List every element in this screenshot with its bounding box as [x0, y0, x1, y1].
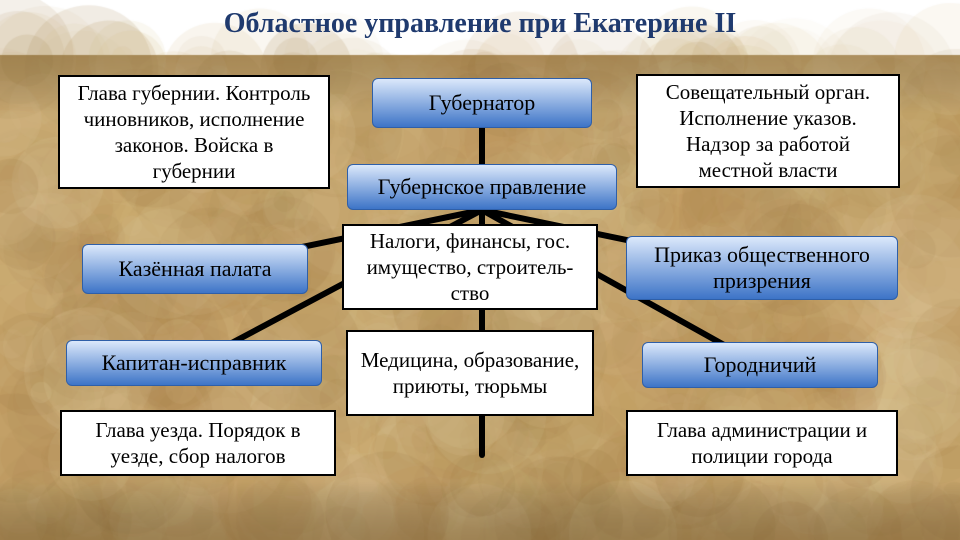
- callout-text: Глава администрации и полиции города: [640, 417, 884, 470]
- node-label: Казённая палата: [118, 256, 271, 282]
- callout-text: Глава губернии. Контроль чиновников, исп…: [72, 80, 316, 185]
- diagram-stage: Областное управление при Екатерине II Гу…: [0, 0, 960, 540]
- page-title: Областное управление при Екатерине II: [0, 8, 960, 40]
- node-label: Приказ общественного призрения: [637, 242, 887, 295]
- node-board: Губернское правление: [347, 164, 617, 210]
- callout-text: Налоги, финансы, гос. имущество, строите…: [356, 228, 584, 307]
- node-captain: Капитан-исправник: [66, 340, 322, 386]
- callout-treasury: Налоги, финансы, гос. имущество, строите…: [342, 224, 598, 310]
- callout-text: Глава уезда. Порядок в уезде, сбор налог…: [74, 417, 322, 470]
- callout-board: Совещательный орган. Исполнение указов. …: [636, 74, 900, 188]
- node-label: Губернское правление: [378, 174, 587, 200]
- node-label: Губернатор: [429, 90, 536, 116]
- node-mayor: Городничий: [642, 342, 878, 388]
- node-treasury: Казённая палата: [82, 244, 308, 294]
- callout-mayor: Глава администрации и полиции города: [626, 410, 898, 476]
- callout-governor: Глава губернии. Контроль чиновников, исп…: [58, 75, 330, 189]
- node-charity: Приказ общественного призрения: [626, 236, 898, 300]
- node-label: Капитан-исправник: [102, 350, 287, 376]
- callout-text: Медицина, образование, приюты, тюрьмы: [360, 347, 580, 400]
- node-governor: Губернатор: [372, 78, 592, 128]
- node-label: Городничий: [704, 352, 817, 378]
- callout-text: Совещательный орган. Исполнение указов. …: [650, 79, 886, 184]
- callout-charity: Медицина, образование, приюты, тюрьмы: [346, 330, 594, 416]
- callout-captain: Глава уезда. Порядок в уезде, сбор налог…: [60, 410, 336, 476]
